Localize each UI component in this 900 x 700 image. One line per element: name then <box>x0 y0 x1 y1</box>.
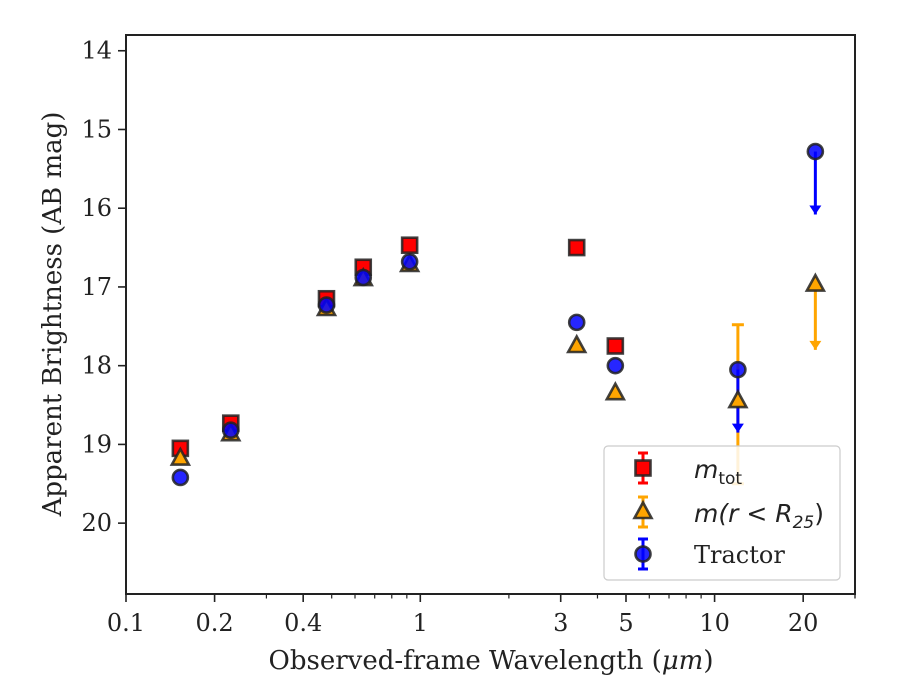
y-tick-label-1: 15 <box>81 115 112 143</box>
y-tick-label-5: 19 <box>81 430 112 458</box>
x-tick-label-1: 0.2 <box>196 609 234 637</box>
tractor-point-8 <box>806 142 825 161</box>
series-mtot <box>171 236 625 458</box>
x-tick-label-4: 3 <box>553 609 568 637</box>
mtot-point-5 <box>567 238 586 257</box>
legend-label-mr25: m(r < R25) <box>694 499 824 533</box>
legend-marker-mtot <box>634 459 652 477</box>
tractor-point-7 <box>729 360 747 379</box>
legend-label-mtot: mtot <box>694 455 742 489</box>
legend-marker-mr25 <box>632 499 654 520</box>
y-tick-label-2: 16 <box>81 194 112 222</box>
plot-frame <box>125 34 856 595</box>
mr25-point-8 <box>804 272 827 292</box>
series-mr25 <box>169 252 827 466</box>
legend-box <box>603 445 841 581</box>
mr25-point-0 <box>169 446 192 466</box>
data-marks <box>169 142 827 487</box>
y-tick-label-0: 14 <box>81 37 112 65</box>
x-tick-label-0: 0.1 <box>107 609 145 637</box>
mtot-point-4 <box>400 236 419 255</box>
tractor-point-5 <box>567 313 586 332</box>
axis-ticks: 0.1 0.2 0.4 1 3 5 10 20 14 15 16 17 18 19 20 <box>81 37 856 637</box>
mr25-point-5 <box>566 333 588 354</box>
y-tick-label-4: 18 <box>81 352 112 380</box>
legend-markers <box>632 451 654 571</box>
x-tick-label-3: 1 <box>413 609 428 637</box>
mr25-point-6 <box>604 381 627 401</box>
series-tractor-errors <box>731 151 822 433</box>
legend: mtot m(r < R25) Tractor <box>603 445 841 581</box>
tractor-limit-arrow-7-head <box>731 423 744 433</box>
tractor-limit-arrow-8-head <box>809 205 822 215</box>
tractor-point-0 <box>171 468 190 487</box>
x-tick-label-5: 5 <box>618 609 633 637</box>
tractor-point-4 <box>400 252 419 271</box>
tractor-point-1 <box>221 421 240 440</box>
series-tractor <box>171 142 825 487</box>
x-tick-label-6: 10 <box>699 609 730 637</box>
mr25-limit-arrow-8-head <box>809 340 822 350</box>
x-tick-label-7: 20 <box>788 609 819 637</box>
tractor-point-6 <box>606 356 625 375</box>
legend-marker-tractor <box>634 545 652 563</box>
mr25-point-7 <box>727 388 749 409</box>
x-axis-label: Observed-frame Wavelength (μm) <box>269 646 714 676</box>
y-tick-label-3: 17 <box>81 273 112 301</box>
y-axis-label: Apparent Brightness (AB mag) <box>38 112 68 518</box>
x-tick-label-2: 0.4 <box>284 609 322 637</box>
mtot-point-6 <box>606 337 625 355</box>
tractor-point-3 <box>354 268 373 287</box>
y-tick-label-6: 20 <box>81 509 112 537</box>
legend-label-tractor: Tractor <box>694 541 785 569</box>
tractor-point-2 <box>317 296 336 314</box>
